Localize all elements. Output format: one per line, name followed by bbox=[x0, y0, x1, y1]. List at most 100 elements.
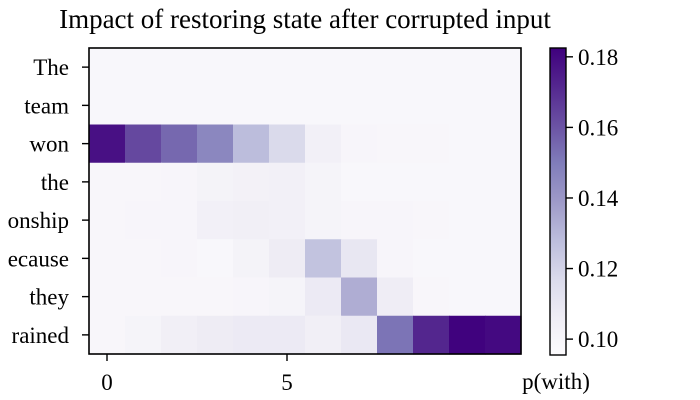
heatmap-cell bbox=[125, 162, 162, 202]
heatmap-cell bbox=[197, 124, 234, 164]
heatmap-cell bbox=[305, 201, 342, 240]
heatmap-cell bbox=[161, 315, 198, 355]
heatmap-cell bbox=[485, 86, 522, 126]
heatmap-cell bbox=[161, 162, 198, 202]
heatmap-cell bbox=[89, 315, 126, 355]
heatmap-cell bbox=[233, 201, 270, 240]
heatmap-cell bbox=[197, 277, 234, 317]
heatmap-cell bbox=[233, 239, 270, 279]
x-extra-label: p(with) bbox=[522, 369, 590, 394]
heatmap-cell bbox=[413, 201, 450, 240]
heatmap-cell bbox=[197, 239, 234, 279]
heatmap-cell bbox=[269, 239, 306, 279]
heatmap-cell bbox=[269, 86, 306, 126]
heatmap-cell bbox=[233, 315, 270, 355]
heatmap-cell bbox=[269, 315, 306, 355]
heatmap-cell bbox=[377, 239, 414, 279]
heatmap-cell bbox=[125, 277, 162, 317]
heatmap-cell bbox=[485, 162, 522, 202]
heatmap-cells bbox=[89, 48, 522, 355]
heatmap-cell bbox=[233, 86, 270, 126]
heatmap-cell bbox=[413, 315, 450, 355]
heatmap-cell bbox=[485, 277, 522, 317]
heatmap-cell bbox=[269, 48, 306, 87]
heatmap-cell bbox=[413, 239, 450, 279]
colorbar bbox=[549, 47, 567, 356]
heatmap-cell bbox=[377, 124, 414, 164]
heatmap-cell bbox=[413, 86, 450, 126]
heatmap-cell bbox=[233, 48, 270, 87]
heatmap-cell bbox=[449, 201, 486, 240]
heatmap-cell bbox=[269, 277, 306, 317]
heatmap-cell bbox=[233, 277, 270, 317]
heatmap-cell bbox=[377, 315, 414, 355]
y-tick-label: won bbox=[29, 132, 69, 157]
heatmap-cell bbox=[449, 162, 486, 202]
y-tick-label: rained bbox=[12, 323, 70, 348]
heatmap-cell bbox=[341, 162, 378, 202]
y-tick-label: onship bbox=[8, 208, 69, 233]
heatmap-cell bbox=[269, 124, 306, 164]
heatmap-cell bbox=[89, 86, 126, 126]
heatmap-cell bbox=[197, 48, 234, 87]
heatmap-cell bbox=[305, 239, 342, 279]
heatmap-cell bbox=[161, 48, 198, 87]
colorbar-tick-label: 0.10 bbox=[578, 327, 618, 352]
heatmap-cell bbox=[197, 86, 234, 126]
heatmap-cell bbox=[89, 124, 126, 164]
heatmap-cell bbox=[413, 277, 450, 317]
heatmap-cell bbox=[449, 239, 486, 279]
heatmap-cell bbox=[89, 239, 126, 279]
heatmap-cell bbox=[377, 162, 414, 202]
heatmap-cell bbox=[485, 201, 522, 240]
heatmap-cell bbox=[341, 315, 378, 355]
heatmap-cell bbox=[305, 277, 342, 317]
heatmap-cell bbox=[485, 315, 522, 355]
heatmap-cell bbox=[341, 239, 378, 279]
y-tick-label: team bbox=[24, 93, 69, 118]
heatmap-cell bbox=[377, 277, 414, 317]
y-axis-labels: The team won the onship ecause they rained bbox=[8, 55, 89, 348]
heatmap-cell bbox=[125, 315, 162, 355]
colorbar-tick-label: 0.14 bbox=[578, 186, 619, 211]
y-tick-label: the bbox=[41, 170, 69, 195]
colorbar-ticks: 0.10 0.12 0.14 0.16 0.18 bbox=[566, 45, 619, 352]
heatmap-cell bbox=[377, 201, 414, 240]
heatmap-cell bbox=[233, 124, 270, 164]
colorbar-tick-label: 0.18 bbox=[578, 45, 618, 70]
heatmap-cell bbox=[341, 48, 378, 87]
heatmap-cell bbox=[269, 201, 306, 240]
heatmap-cell bbox=[305, 86, 342, 126]
heatmap-cell bbox=[449, 277, 486, 317]
heatmap-cell bbox=[89, 48, 126, 87]
heatmap-cell bbox=[161, 277, 198, 317]
heatmap-cell bbox=[89, 277, 126, 317]
heatmap-cell bbox=[125, 201, 162, 240]
heatmap-cell bbox=[125, 124, 162, 164]
heatmap-cell bbox=[125, 239, 162, 279]
heatmap-cell bbox=[233, 162, 270, 202]
colorbar-tick-label: 0.16 bbox=[578, 115, 618, 140]
heatmap-cell bbox=[341, 86, 378, 126]
heatmap-cell bbox=[413, 124, 450, 164]
y-tick-label: ecause bbox=[8, 246, 69, 271]
heatmap-cell bbox=[89, 201, 126, 240]
heatmap-cell bbox=[485, 48, 522, 87]
heatmap-cell bbox=[449, 315, 486, 355]
heatmap-cell bbox=[269, 162, 306, 202]
heatmap-cell bbox=[449, 124, 486, 164]
heatmap-cell bbox=[161, 86, 198, 126]
heatmap-cell bbox=[485, 239, 522, 279]
x-tick-label: 0 bbox=[101, 370, 113, 395]
heatmap-cell bbox=[485, 124, 522, 164]
heatmap-cell bbox=[125, 48, 162, 87]
heatmap-cell bbox=[197, 201, 234, 240]
heatmap-cell bbox=[305, 48, 342, 87]
heatmap-cell bbox=[449, 86, 486, 126]
heatmap-cell bbox=[197, 315, 234, 355]
heatmap-cell bbox=[341, 201, 378, 240]
heatmap-cell bbox=[449, 48, 486, 87]
heatmap-cell bbox=[377, 48, 414, 87]
